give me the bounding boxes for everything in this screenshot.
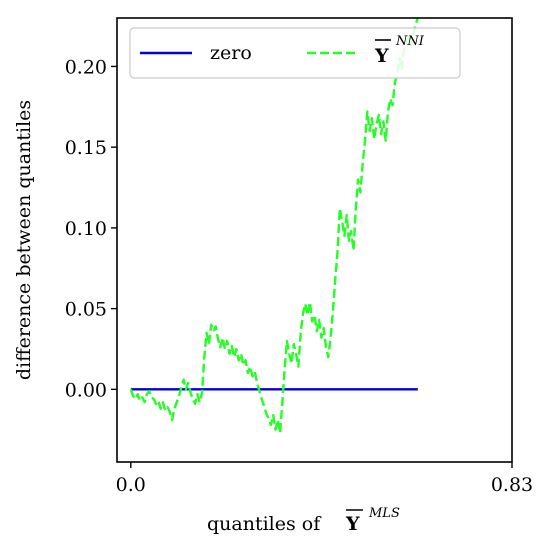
x-axis-label-symbol: Y (345, 513, 360, 535)
series-layer (129, 17, 419, 435)
y-tick-label: 0.05 (65, 299, 107, 321)
legend-superscript: NNI (395, 34, 425, 49)
legend-symbol: Y (374, 45, 389, 67)
plot-frame (116, 17, 513, 463)
tick-layer: 0.00 0.05 0.10 0.15 0.20 0.0 0.83 (65, 56, 533, 496)
legend: zero Y NNI (129, 27, 461, 79)
x-axis-label: quantiles of Y MLS (207, 506, 400, 535)
legend-label-zero: zero (210, 42, 252, 64)
y-tick-label: 0.00 (65, 379, 107, 401)
x-axis-label-text: quantiles of (207, 513, 322, 535)
y-tick-label: 0.10 (65, 218, 107, 240)
y-tick-label: 0.20 (65, 56, 107, 78)
y-tick-label: 0.15 (65, 137, 107, 159)
x-tick-label: 0.83 (491, 474, 533, 496)
x-tick-label: 0.0 (116, 474, 146, 496)
legend-label-y-nni: Y NNI (374, 34, 425, 67)
series-line-y-nni (129, 17, 419, 435)
x-axis-label-superscript: MLS (368, 506, 400, 521)
y-axis-label: difference between quantiles (13, 100, 35, 380)
